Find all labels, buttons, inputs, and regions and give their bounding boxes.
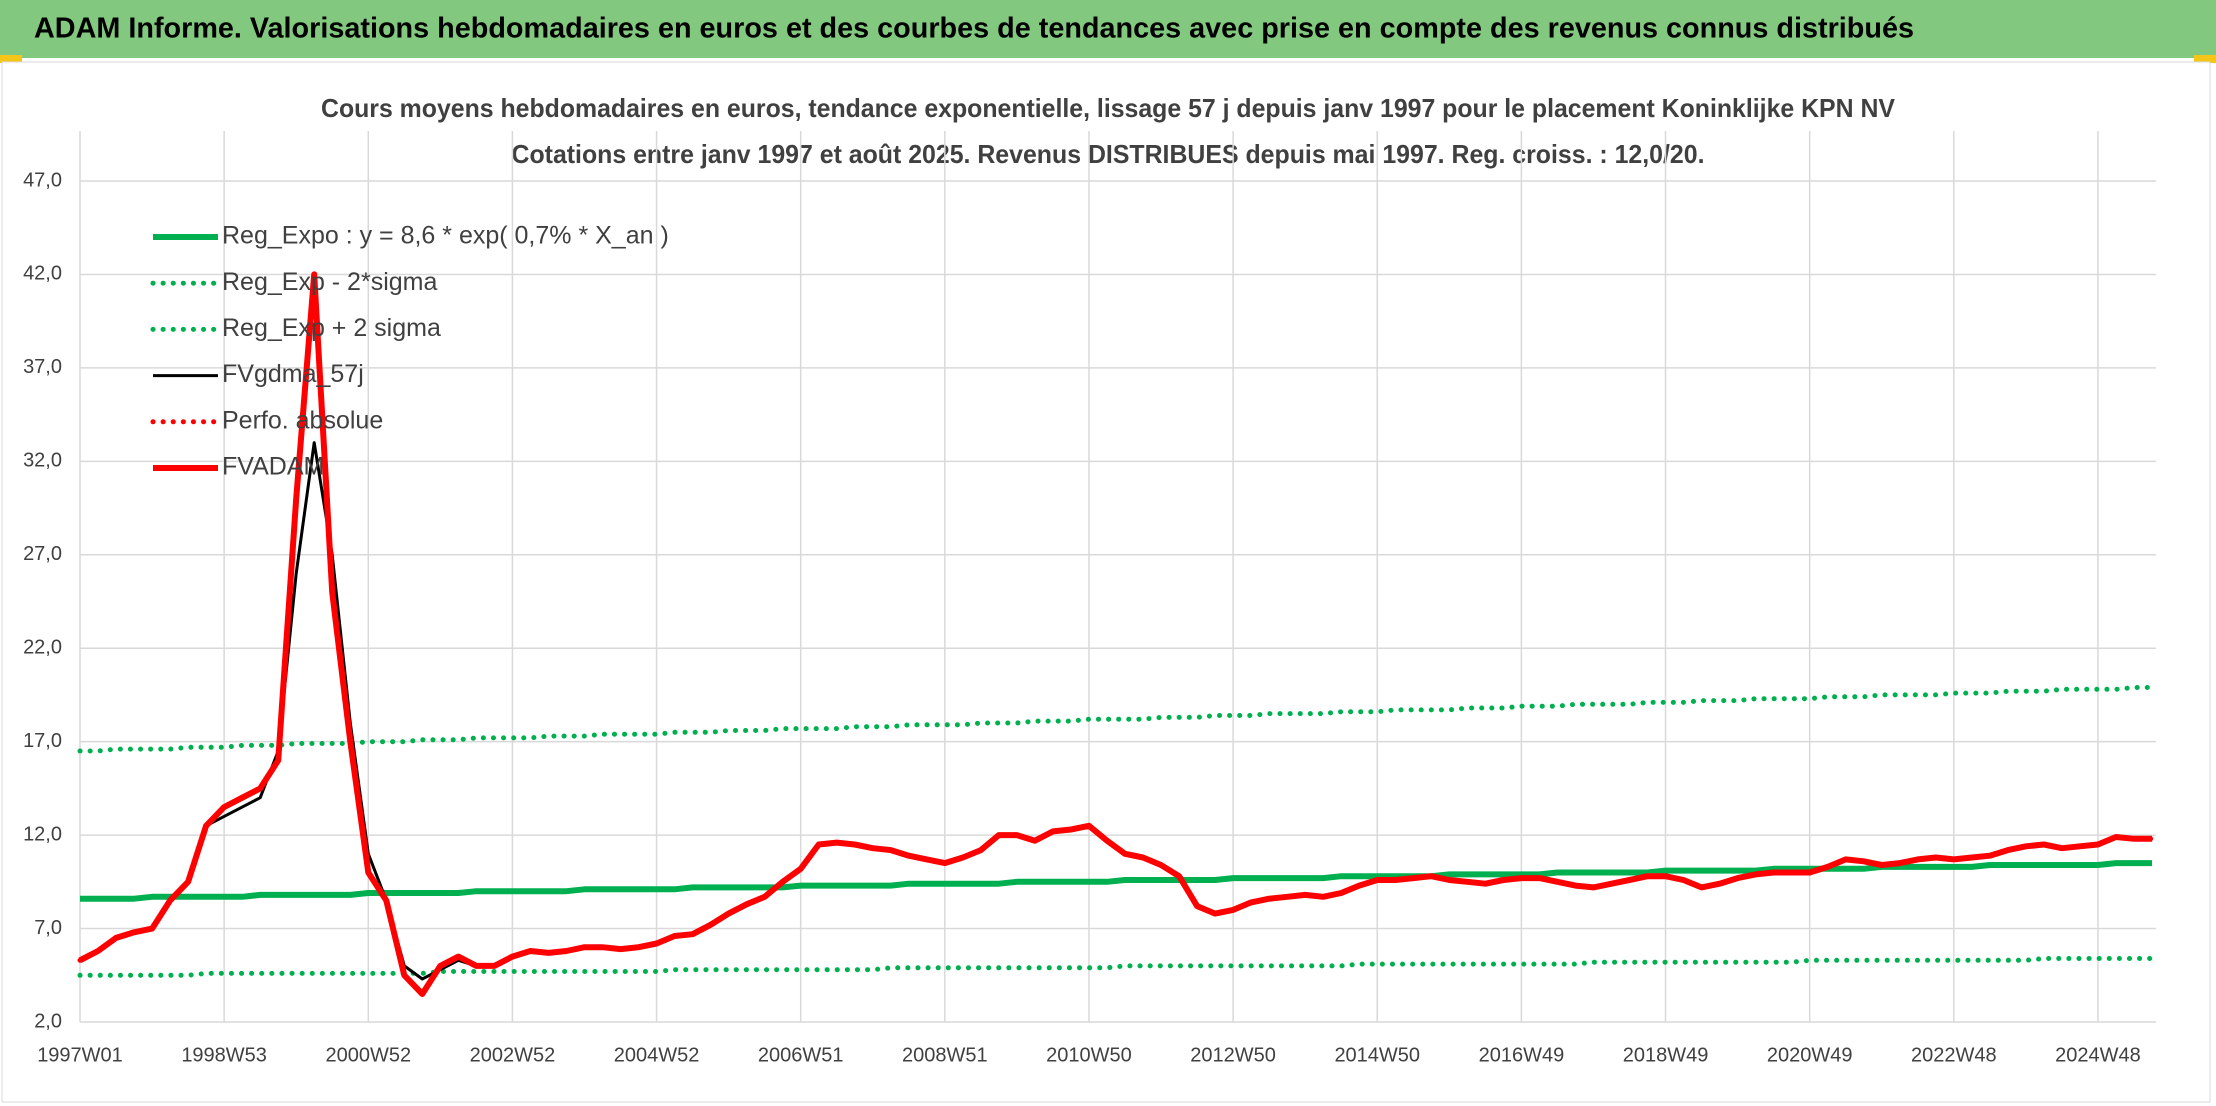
x-tick-label: 2020W49 <box>1767 1044 1853 1066</box>
legend-label: FVADAM <box>222 453 324 481</box>
y-tick-label: 32,0 <box>23 450 62 472</box>
legend-label: FVgdma_57j <box>222 360 364 388</box>
x-tick-label: 2000W52 <box>325 1044 411 1066</box>
legend-label: Reg_Exp - 2*sigma <box>222 268 437 296</box>
legend-label: Perfo. absolue <box>222 406 383 434</box>
x-tick-label: 2022W48 <box>1911 1044 1997 1066</box>
x-tick-label: 1998W53 <box>181 1044 267 1066</box>
series-line <box>77 685 2155 754</box>
x-tick-label: 2012W50 <box>1190 1044 1276 1066</box>
x-tick-label: 2024W48 <box>2055 1044 2141 1066</box>
x-tick-label: 2018W49 <box>1623 1044 1709 1066</box>
y-tick-label: 37,0 <box>23 356 62 378</box>
x-tick-label: 2016W49 <box>1479 1044 1565 1066</box>
y-tick-label: 7,0 <box>34 917 62 939</box>
series-line <box>78 271 2152 997</box>
series-line <box>80 860 2152 902</box>
legend-label: Reg_Exp + 2 sigma <box>222 314 441 342</box>
x-tick-label: 2006W51 <box>758 1044 844 1066</box>
legend-label: Reg_Expo : y = 8,6 * exp( 0,7% * X_an ) <box>222 222 669 250</box>
corner <box>2194 55 2216 63</box>
x-tick-label: 1997W01 <box>37 1044 123 1066</box>
y-tick-label: 47,0 <box>23 169 62 191</box>
x-tick-label: 2014W50 <box>1334 1044 1420 1066</box>
y-tick-label: 27,0 <box>23 543 62 565</box>
y-tick-label: 2,0 <box>34 1010 62 1032</box>
y-tick-label: 12,0 <box>23 823 62 845</box>
series-line <box>77 956 2155 978</box>
x-tick-label: 2008W51 <box>902 1044 988 1066</box>
x-tick-label: 2002W52 <box>470 1044 556 1066</box>
y-tick-label: 42,0 <box>23 263 62 285</box>
chart-title: Cours moyens hebdomadaires en euros, ten… <box>321 93 1896 123</box>
y-tick-label: 22,0 <box>23 637 62 659</box>
header-title: ADAM Informe. Valorisations hebdomadaire… <box>34 13 1914 45</box>
header-bar <box>0 0 2216 58</box>
corner <box>0 55 22 63</box>
chart-subtitle: Cotations entre janv 1997 et août 2025. … <box>512 139 1705 169</box>
y-tick-label: 17,0 <box>23 730 62 752</box>
x-tick-label: 2004W52 <box>614 1044 700 1066</box>
x-tick-label: 2010W50 <box>1046 1044 1132 1066</box>
